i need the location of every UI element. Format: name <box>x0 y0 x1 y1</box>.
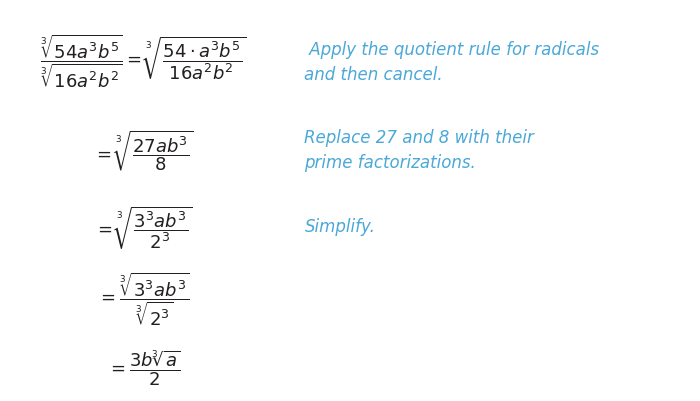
Text: $= \dfrac{\sqrt[3]{3^3 ab^3}}{\sqrt[3]{2^3}}$: $= \dfrac{\sqrt[3]{3^3 ab^3}}{\sqrt[3]{2… <box>97 270 190 328</box>
Text: $\dfrac{\sqrt[3]{54a^3b^5}}{\sqrt[3]{16a^2b^2}} = \sqrt[3]{\dfrac{54 \cdot a^3b^: $\dfrac{\sqrt[3]{54a^3b^5}}{\sqrt[3]{16a… <box>40 33 247 91</box>
Text: $= \sqrt[3]{\dfrac{27ab^3}{8}}$: $= \sqrt[3]{\dfrac{27ab^3}{8}}$ <box>93 128 194 173</box>
Text: Apply the quotient rule for radicals
and then cancel.: Apply the quotient rule for radicals and… <box>304 41 600 83</box>
Text: $= \dfrac{3b\sqrt[3]{a}}{2}$: $= \dfrac{3b\sqrt[3]{a}}{2}$ <box>106 347 181 387</box>
Text: Replace 27 and 8 with their
prime factorizations.: Replace 27 and 8 with their prime factor… <box>304 129 534 172</box>
Text: Simplify.: Simplify. <box>304 218 375 235</box>
Text: $= \sqrt[3]{\dfrac{3^3 ab^3}{2^3}}$: $= \sqrt[3]{\dfrac{3^3 ab^3}{2^3}}$ <box>94 203 193 250</box>
